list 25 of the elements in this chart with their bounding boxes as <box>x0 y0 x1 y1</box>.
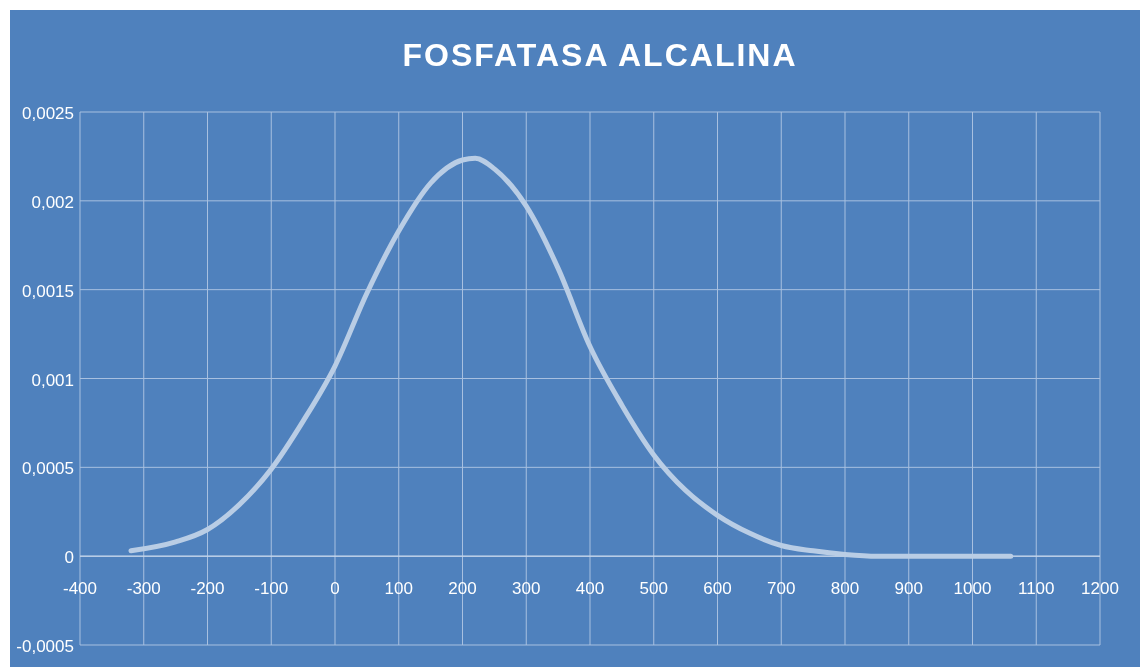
x-tick-label: 1100 <box>1017 579 1055 599</box>
y-tick-label: 0,0025 <box>22 104 74 123</box>
x-tick-label: -100 <box>254 579 289 599</box>
x-tick-label: 0 <box>330 579 340 599</box>
x-tick-label: 200 <box>448 579 477 599</box>
x-tick-label: 800 <box>830 579 860 599</box>
y-tick-label: 0,002 <box>31 192 74 212</box>
chart-title: FOSFATASA ALCALINA <box>402 37 798 73</box>
x-tick-label: 600 <box>703 579 732 599</box>
x-tick-label: -200 <box>190 579 225 599</box>
x-tick-label: 400 <box>575 579 605 599</box>
x-tick-label: 100 <box>384 579 413 599</box>
x-tick-label: -300 <box>126 579 161 599</box>
x-tick-label: 1200 <box>1081 579 1119 599</box>
x-tick-label: 700 <box>767 579 796 599</box>
y-tick-label: 0,0015 <box>22 281 74 301</box>
x-tick-label: -400 <box>62 579 98 599</box>
x-tick-label: 500 <box>639 579 668 599</box>
y-tick-label: 0 <box>64 548 74 568</box>
y-tick-label: 0,001 <box>31 370 74 390</box>
y-tick-label: 0,0005 <box>22 459 74 479</box>
x-tick-label: 300 <box>512 579 541 599</box>
x-tick-label: 900 <box>894 579 923 599</box>
x-tick-label: 1000 <box>953 579 992 599</box>
y-tick-label: -0,0005 <box>16 637 74 656</box>
